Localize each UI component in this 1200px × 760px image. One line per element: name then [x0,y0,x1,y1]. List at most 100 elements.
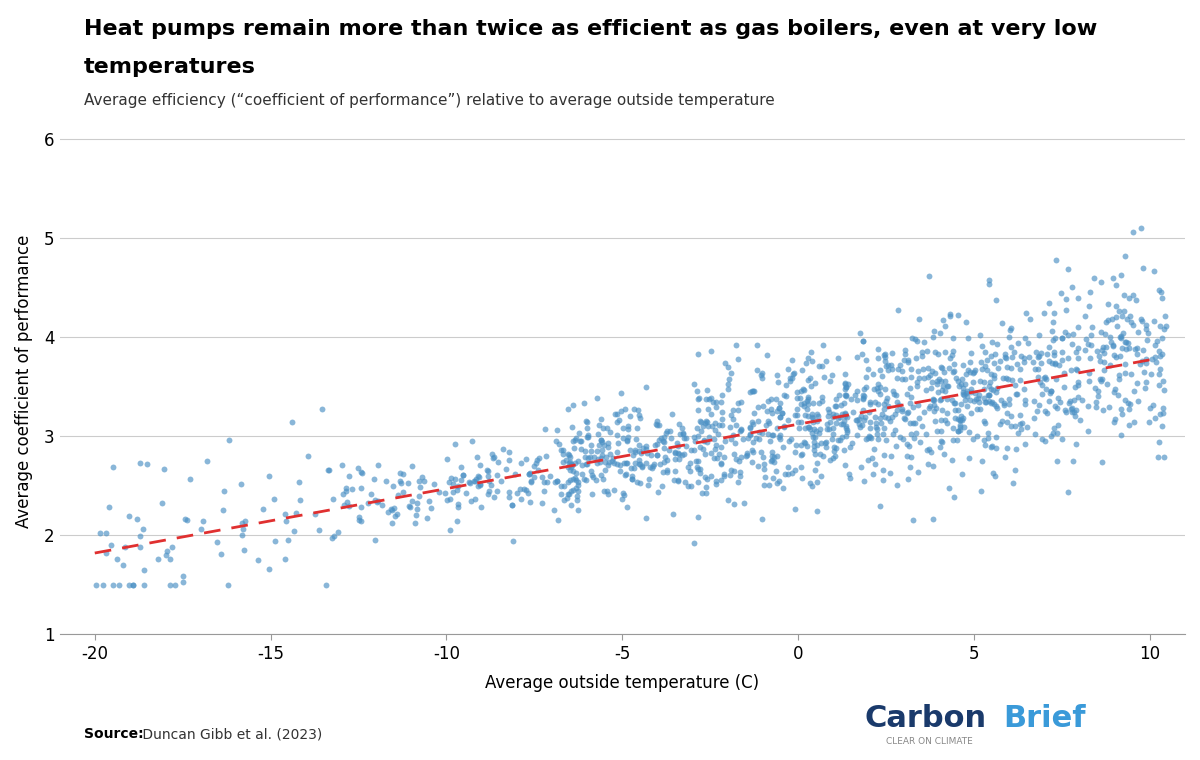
Point [769,402,788,414]
Point [848,418,868,430]
Point [568,479,587,491]
Point [833,418,852,430]
Point [768,477,787,489]
Point [1001,341,1020,353]
Point [275,508,294,520]
Point [797,357,816,369]
Point [578,430,598,442]
Point [577,458,596,470]
Point [858,432,877,444]
Point [233,528,252,540]
Point [520,468,539,480]
Point [1036,435,1055,447]
Point [192,523,211,535]
Point [1024,356,1043,369]
Point [910,411,929,423]
Point [640,473,659,486]
Point [1102,312,1121,325]
Point [977,353,996,366]
Point [925,405,944,417]
Point [868,428,887,440]
Point [890,359,910,371]
Point [749,415,768,427]
Point [368,459,388,471]
Point [664,474,683,486]
Point [1007,443,1026,455]
Point [1122,368,1141,380]
Point [368,495,388,507]
Point [811,470,830,482]
Point [713,413,732,426]
Point [731,470,750,483]
Point [937,380,956,392]
Point [1142,353,1162,366]
Point [835,444,854,456]
Point [899,406,918,418]
Point [568,490,587,502]
Point [632,461,652,473]
Point [758,428,778,440]
Point [853,394,872,406]
Point [654,435,673,448]
Point [967,430,986,442]
Point [856,411,875,423]
Point [762,429,781,441]
Point [934,448,953,460]
Point [682,444,701,456]
Point [616,458,635,470]
Point [1034,307,1054,319]
Point [803,412,822,424]
Point [400,501,419,513]
Point [1135,366,1154,378]
Point [578,429,598,441]
Point [985,397,1004,410]
Point [482,448,502,460]
Point [1080,287,1099,299]
Point [986,470,1006,482]
Point [750,426,769,438]
Point [97,527,116,540]
Point [1010,418,1030,430]
Point [996,351,1015,363]
Point [850,413,869,425]
Point [840,473,859,485]
Point [598,485,617,497]
Point [1129,326,1148,338]
Point [594,473,613,486]
Point [1043,316,1062,328]
Point [259,470,278,483]
Point [715,470,734,482]
Point [631,447,650,459]
Point [672,449,691,461]
Point [865,458,884,470]
Point [763,429,782,442]
Point [944,358,964,370]
Point [793,383,812,395]
Point [1120,309,1139,321]
Point [648,448,667,461]
Point [631,458,650,470]
Point [742,456,761,468]
Point [932,384,952,396]
Point [1006,464,1025,476]
Point [130,540,149,553]
Point [1058,329,1078,341]
Point [306,508,325,520]
Point [1135,382,1154,394]
Point [1096,316,1115,328]
Point [968,392,988,404]
Point [394,486,413,498]
Point [901,363,920,375]
Point [960,356,979,368]
Point [662,408,682,420]
Point [817,418,836,430]
Point [823,369,842,382]
Point [352,501,371,513]
Point [918,363,937,375]
Point [588,457,607,469]
Point [1007,388,1026,400]
Point [673,422,692,434]
Point [554,444,574,456]
Point [706,475,725,487]
Point [382,502,401,515]
